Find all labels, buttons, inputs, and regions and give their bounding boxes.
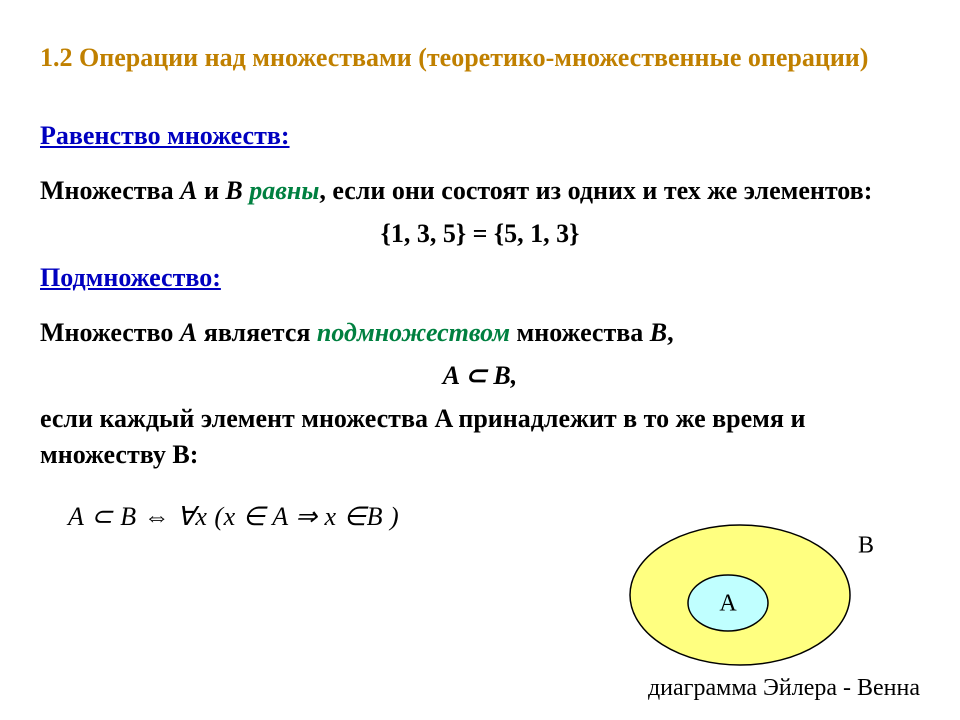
text: множества <box>510 318 650 347</box>
venn-caption: диаграмма Эйлера - Венна <box>648 675 920 702</box>
text: является <box>197 318 317 347</box>
text: Множества <box>40 176 180 205</box>
section-subset: Подмножество: <box>40 263 920 293</box>
section-equality: Равенство множеств: <box>40 121 920 151</box>
equality-definition: Множества A и B равны, если они состоят … <box>40 173 920 251</box>
venn-label-a: A <box>719 591 737 617</box>
subset-notation: A ⊂ B, <box>40 358 920 393</box>
set-a: A <box>180 176 197 205</box>
set-b: B <box>225 176 249 205</box>
subset-condition: если каждый элемент множества A принадле… <box>40 401 920 471</box>
set-b: B <box>650 318 667 347</box>
slide: 1.2 Операции над множествами (теоретико-… <box>0 0 960 720</box>
venn-diagram: A B <box>620 510 880 680</box>
venn-label-b: B <box>858 533 874 559</box>
emphasis-equal: равны <box>249 176 319 205</box>
text: , если они состоят из одних и тех же эле… <box>319 176 872 205</box>
emphasis-subset: подмножеством <box>317 318 510 347</box>
set-a: A <box>180 318 197 347</box>
text: и <box>197 176 225 205</box>
equality-example: {1, 3, 5} = {5, 1, 3} <box>40 216 920 251</box>
slide-title: 1.2 Операции над множествами (теоретико-… <box>40 40 920 75</box>
text: Множество <box>40 318 180 347</box>
subset-definition: Множество A является подмножеством множе… <box>40 315 920 471</box>
text: , <box>667 318 674 347</box>
